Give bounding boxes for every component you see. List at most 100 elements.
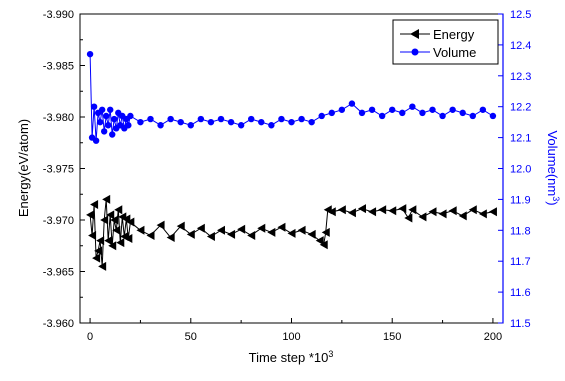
energy-point: [368, 207, 377, 217]
legend: Energy Volume: [392, 19, 499, 65]
volume-point: [469, 112, 476, 120]
legend-box: [392, 19, 499, 65]
volume-point: [258, 118, 265, 126]
x-tick-label: 200: [484, 331, 502, 343]
volume-point: [237, 122, 245, 129]
energy-point: [94, 246, 103, 256]
energy-point: [186, 229, 195, 239]
volume-point: [348, 100, 356, 107]
energy-point: [277, 222, 286, 232]
volume-point: [96, 118, 104, 126]
volume-point: [248, 115, 255, 123]
volume-point: [378, 112, 386, 120]
energy-point: [206, 231, 215, 241]
energy-point: [257, 223, 266, 233]
volume-point: [278, 115, 285, 123]
volume-point: [429, 106, 436, 113]
energy-point: [116, 238, 125, 248]
volume-point: [479, 106, 487, 113]
energy-point: [196, 223, 205, 233]
energy-point: [408, 205, 417, 215]
left-y-tick-label: -3.985: [43, 61, 74, 73]
right-y-tick-label: 12.1: [510, 133, 531, 145]
volume-point: [111, 115, 118, 123]
volume-point: [298, 115, 305, 123]
left-y-tick-label: -3.990: [43, 9, 74, 21]
plot-frame: [79, 13, 504, 324]
energy-point: [90, 200, 99, 210]
energy-point: [100, 215, 109, 225]
energy-point: [237, 224, 246, 234]
volume-point: [227, 118, 235, 126]
volume-point: [125, 122, 132, 129]
volume-point: [127, 112, 134, 120]
volume-point: [102, 112, 110, 120]
energy-point: [92, 253, 101, 263]
energy-point: [448, 206, 457, 216]
volume-point: [100, 128, 108, 135]
legend-energy-marker: [410, 29, 419, 39]
right-y-tick-label: 12.3: [510, 71, 531, 83]
energy-point: [321, 227, 330, 237]
energy-point: [156, 220, 165, 230]
energy-point: [297, 225, 306, 235]
series-layer: [86, 50, 497, 271]
right-y-tick-label: 11.9: [510, 194, 531, 206]
volume-point: [98, 106, 106, 113]
volume-point: [419, 109, 426, 117]
right-y-tick-label: 11.6: [510, 287, 531, 299]
energy-point: [428, 207, 437, 217]
volume-point: [459, 109, 466, 117]
volume-point: [449, 106, 456, 113]
energy-point: [104, 236, 113, 246]
volume-point: [86, 50, 94, 58]
energy-point: [108, 241, 117, 251]
energy-point: [307, 229, 316, 239]
legend-volume-marker: [411, 48, 419, 56]
volume-point: [105, 122, 112, 129]
energy-point: [488, 207, 497, 217]
energy-point: [166, 233, 175, 243]
volume-point: [288, 118, 295, 126]
energy-point: [319, 240, 328, 250]
volume-point: [177, 118, 184, 126]
volume-point: [308, 118, 315, 126]
volume-point: [137, 118, 144, 126]
energy-point: [96, 236, 105, 246]
energy-point: [146, 230, 155, 240]
left-y-tick-label: -3.980: [43, 112, 74, 124]
volume-point: [207, 118, 215, 126]
volume-point: [157, 122, 164, 129]
volume-point: [439, 112, 446, 120]
left-y-axis-label: Energy(eV/atom): [16, 119, 31, 217]
energy-point: [404, 213, 413, 223]
x-axis: 0 50 100 150 200: [87, 318, 502, 343]
x-tick-label: 100: [282, 331, 300, 343]
energy-point: [176, 221, 185, 231]
energy-point: [126, 217, 135, 227]
energy-point: [358, 204, 366, 214]
energy-point: [315, 236, 324, 246]
x-tick-label: 0: [87, 331, 93, 343]
volume-point: [399, 109, 406, 117]
energy-point: [287, 228, 296, 238]
energy-point: [106, 210, 115, 220]
energy-point: [112, 225, 121, 235]
volume-point: [358, 109, 366, 117]
volume-point: [107, 106, 114, 113]
right-y-tick-label: 12.4: [510, 40, 531, 52]
volume-point: [147, 115, 154, 123]
volume-point: [167, 115, 174, 123]
volume-point: [409, 103, 416, 110]
energy-point: [337, 205, 346, 215]
energy-point: [378, 205, 387, 215]
energy-point: [86, 210, 95, 220]
volume-point: [187, 122, 194, 129]
energy-point: [110, 215, 119, 225]
right-y-tick-label: 11.8: [510, 225, 531, 237]
right-y-axis-label: Volume(nm3): [545, 130, 561, 205]
volume-point: [338, 106, 346, 113]
right-y-tick-label: 12.5: [510, 9, 531, 21]
volume-point: [217, 115, 225, 123]
left-y-tick-label: -3.975: [43, 164, 74, 176]
